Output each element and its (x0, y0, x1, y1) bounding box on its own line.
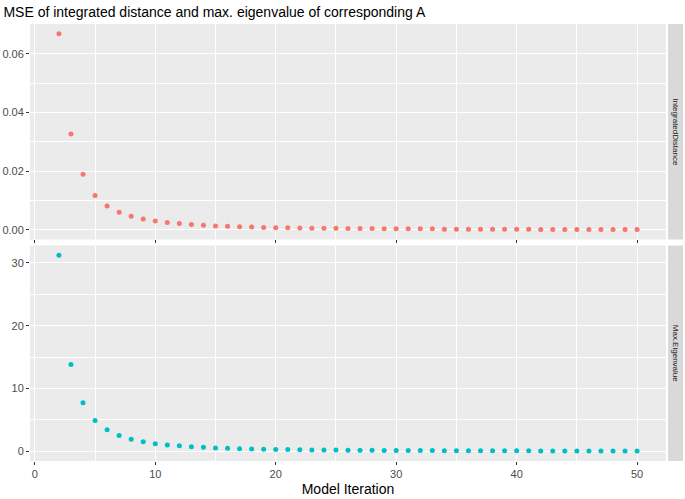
svg-text:0: 0 (32, 468, 38, 480)
svg-text:40: 40 (511, 468, 523, 480)
svg-text:30: 30 (390, 468, 402, 480)
svg-text:30: 30 (12, 257, 24, 269)
svg-text:IntegratedDistance: IntegratedDistance (671, 98, 680, 166)
svg-text:0.04: 0.04 (2, 106, 23, 118)
svg-text:10: 10 (149, 468, 161, 480)
svg-text:20: 20 (12, 320, 24, 332)
svg-text:0: 0 (18, 445, 24, 457)
svg-text:0.02: 0.02 (2, 165, 23, 177)
svg-text:Model Iteration: Model Iteration (302, 481, 395, 497)
svg-text:10: 10 (12, 382, 24, 394)
svg-text:0.00: 0.00 (2, 224, 23, 236)
svg-text:50: 50 (631, 468, 643, 480)
svg-text:Max.Eigenvalue: Max.Eigenvalue (671, 325, 680, 382)
svg-text:0.06: 0.06 (2, 48, 23, 60)
svg-text:MSE of integrated distance and: MSE of integrated distance and max. eige… (3, 4, 425, 20)
svg-text:20: 20 (270, 468, 282, 480)
